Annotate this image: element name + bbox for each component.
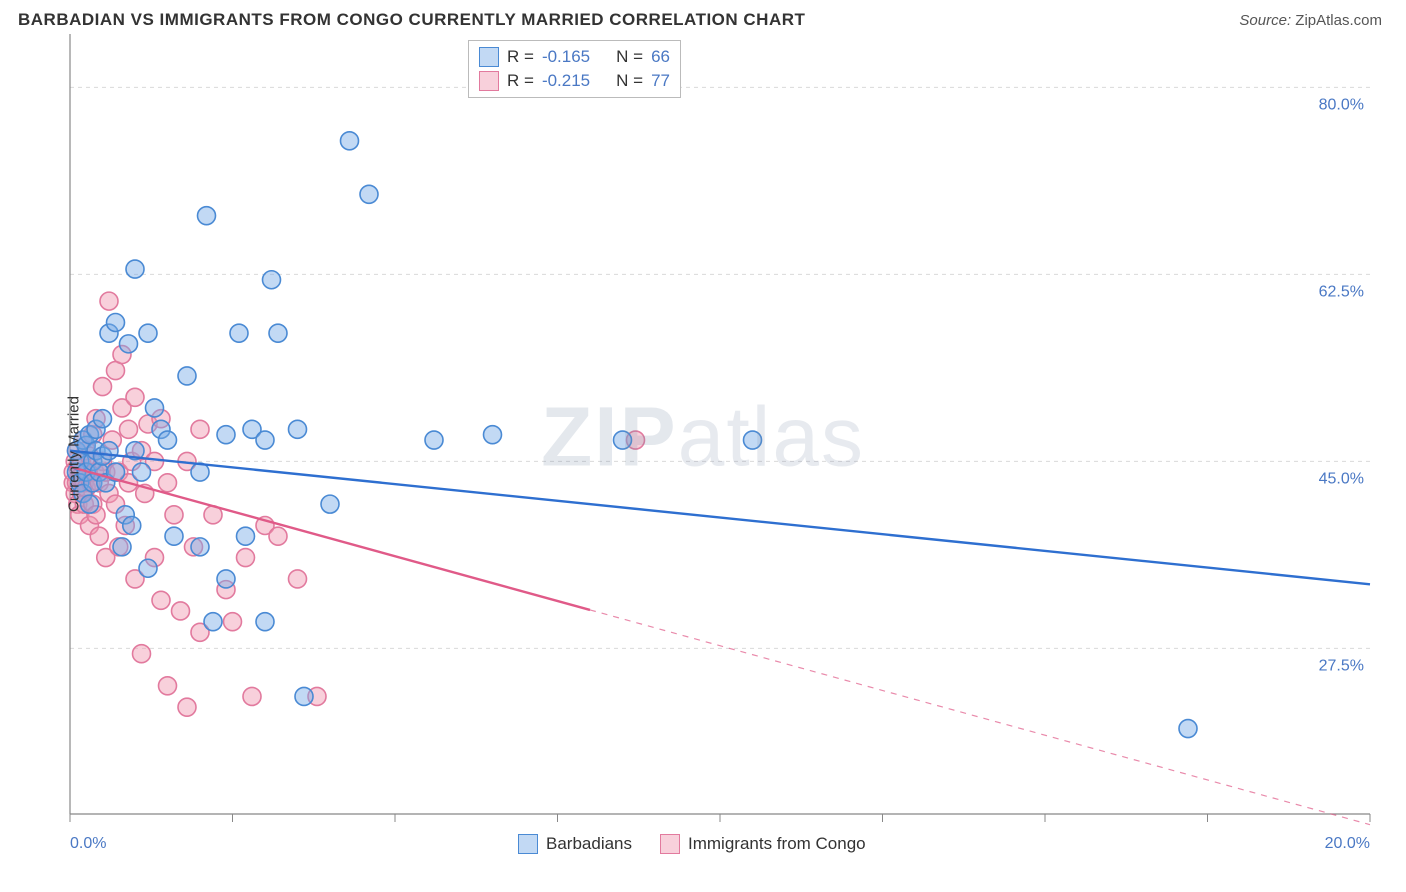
legend-item: Barbadians (518, 834, 632, 854)
stat-n-value: 77 (651, 71, 670, 91)
chart-title: BARBADIAN VS IMMIGRANTS FROM CONGO CURRE… (18, 10, 805, 30)
legend-swatch (479, 47, 499, 67)
svg-text:80.0%: 80.0% (1319, 96, 1364, 113)
stat-n-label: N = (616, 47, 643, 67)
y-axis-label: Currently Married (65, 396, 82, 512)
svg-text:45.0%: 45.0% (1319, 470, 1364, 487)
stat-n-value: 66 (651, 47, 670, 67)
scatter-chart: 27.5% 45.0% 62.5% 80.0% 0.0% 20.0% (18, 34, 1388, 874)
svg-text:27.5%: 27.5% (1319, 657, 1364, 674)
source-credit: Source: ZipAtlas.com (1239, 12, 1382, 29)
legend-swatch (518, 834, 538, 854)
legend-label: Immigrants from Congo (688, 834, 866, 854)
legend-item: Immigrants from Congo (660, 834, 866, 854)
svg-text:0.0%: 0.0% (70, 835, 106, 852)
stat-r-value: -0.215 (542, 71, 590, 91)
stat-r-label: R = (507, 71, 534, 91)
stat-r-label: R = (507, 47, 534, 67)
source-label: Source: (1239, 12, 1295, 29)
legend-swatch (660, 834, 680, 854)
series-legend: Barbadians Immigrants from Congo (518, 834, 866, 854)
stat-n-label: N = (616, 71, 643, 91)
correlation-stats-box: R = -0.165 N = 66 R = -0.215 N = 77 (468, 40, 681, 98)
stat-r-value: -0.165 (542, 47, 590, 67)
source-site: ZipAtlas.com (1295, 12, 1382, 29)
svg-text:20.0%: 20.0% (1325, 835, 1370, 852)
legend-swatch (479, 71, 499, 91)
svg-text:62.5%: 62.5% (1319, 283, 1364, 300)
legend-label: Barbadians (546, 834, 632, 854)
stats-row: R = -0.215 N = 77 (479, 69, 670, 93)
chart-container: Currently Married ZIPatlas 27.5%45.0%62.… (18, 34, 1388, 874)
stats-row: R = -0.165 N = 66 (479, 45, 670, 69)
